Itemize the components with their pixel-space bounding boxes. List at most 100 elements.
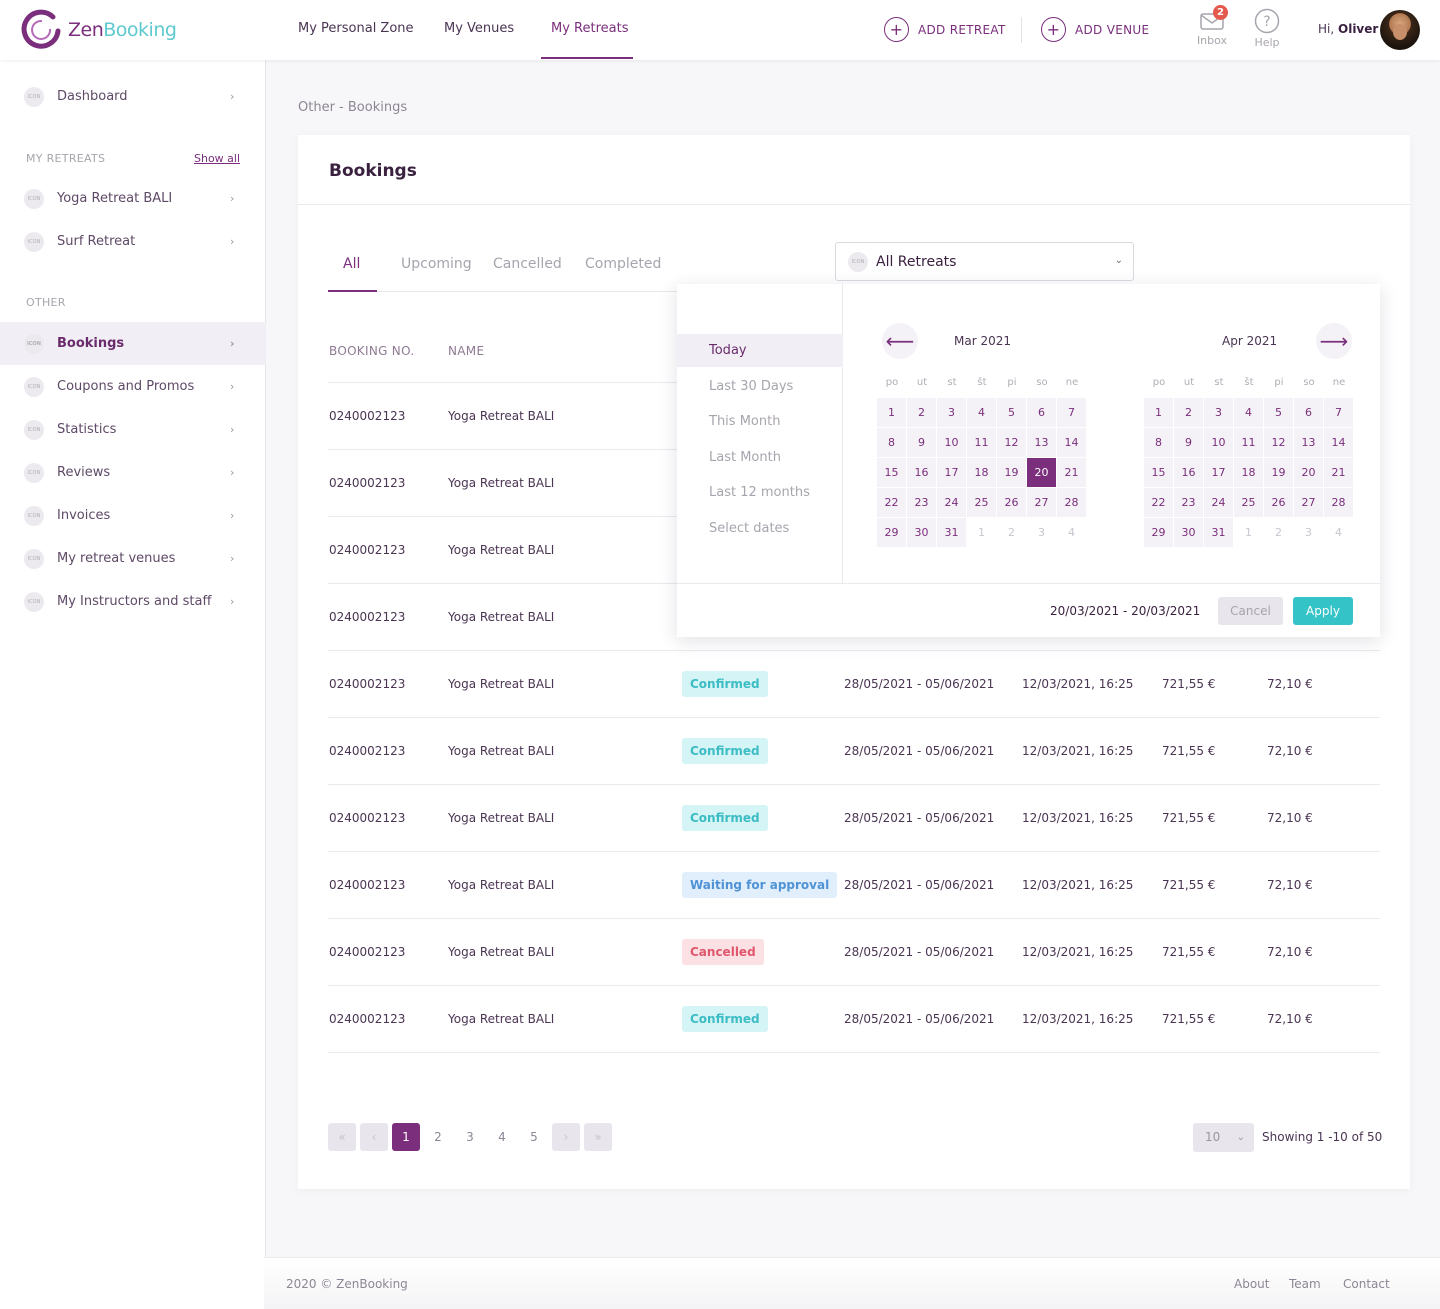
date-preset[interactable]: Last 30 Days	[709, 378, 794, 394]
calendar-day[interactable]: 19	[997, 458, 1026, 487]
calendar-day[interactable]: 2	[997, 518, 1026, 547]
calendar-day[interactable]: 7	[1057, 398, 1086, 427]
add-venue-button[interactable]: + ADD VENUE	[1041, 17, 1149, 42]
calendar-day[interactable]: 3	[937, 398, 966, 427]
sidebar-item-my-retreat-venues[interactable]: ICON My retreat venues ›	[0, 537, 266, 580]
sidebar-item-my-instructors-and-staff[interactable]: ICON My Instructors and staff ›	[0, 580, 266, 623]
calendar-day[interactable]: 22	[1144, 488, 1173, 517]
calendar-day[interactable]: 19	[1264, 458, 1293, 487]
date-preset[interactable]: Today	[677, 334, 843, 367]
page-button[interactable]: 4	[498, 1130, 506, 1144]
sidebar-item-invoices[interactable]: ICON Invoices ›	[0, 494, 266, 537]
date-preset[interactable]: Last 12 months	[709, 485, 810, 500]
calendar-day[interactable]: 5	[1264, 398, 1293, 427]
column-header-booking-no[interactable]: BOOKING NO.	[329, 344, 415, 358]
nav-my-retreats[interactable]: My Retreats	[551, 21, 629, 36]
calendar-day[interactable]: 15	[1144, 458, 1173, 487]
date-preset[interactable]: Select dates	[709, 520, 790, 536]
page-button[interactable]: 3	[466, 1130, 474, 1144]
calendar-day[interactable]: 12	[1264, 428, 1293, 457]
first-page-button[interactable]: «	[328, 1123, 356, 1151]
calendar-day[interactable]: 2	[1264, 518, 1293, 547]
calendar-day[interactable]: 27	[1294, 488, 1323, 517]
table-row[interactable]: 0240002123 Yoga Retreat BALI Confirmed 28/0…	[328, 651, 1380, 718]
table-row[interactable]: 0240002123 Yoga Retreat BALI Waiting for a…	[328, 852, 1380, 919]
nav-my-personal-zone[interactable]: My Personal Zone	[298, 21, 414, 36]
calendar-day[interactable]: 15	[877, 458, 906, 487]
calendar-day[interactable]: 2	[1174, 398, 1203, 427]
calendar-day[interactable]: 1	[1144, 398, 1173, 427]
calendar-day[interactable]: 10	[1204, 428, 1233, 457]
calendar-day[interactable]: 4	[1324, 518, 1353, 547]
calendar-day[interactable]: 8	[1144, 428, 1173, 457]
calendar-day[interactable]: 22	[877, 488, 906, 517]
sidebar-item-coupons-and-promos[interactable]: ICON Coupons and Promos ›	[0, 365, 266, 408]
calendar-day[interactable]: 25	[1234, 488, 1263, 517]
calendar-day[interactable]: 23	[1174, 488, 1203, 517]
avatar[interactable]	[1380, 10, 1420, 50]
calendar-day[interactable]: 3	[1204, 398, 1233, 427]
page-button[interactable]: 1	[392, 1123, 420, 1151]
calendar-day[interactable]: 26	[1264, 488, 1293, 517]
calendar-day[interactable]: 27	[1027, 488, 1056, 517]
calendar-day[interactable]: 4	[1057, 518, 1086, 547]
calendar-day[interactable]: 1	[967, 518, 996, 547]
calendar-day[interactable]: 30	[907, 518, 936, 547]
tab-upcoming[interactable]: Upcoming	[401, 256, 472, 272]
calendar-day[interactable]: 6	[1027, 398, 1056, 427]
help-button[interactable]: ? Help	[1253, 8, 1281, 49]
calendar-day[interactable]: 23	[907, 488, 936, 517]
calendar-day[interactable]: 29	[877, 518, 906, 547]
prev-month-button[interactable]: ⟵	[882, 323, 918, 359]
add-retreat-button[interactable]: + ADD RETREAT	[884, 17, 1006, 42]
calendar-day[interactable]: 31	[937, 518, 966, 547]
calendar-day[interactable]: 1	[1234, 518, 1263, 547]
tab-completed[interactable]: Completed	[585, 256, 662, 272]
user-greeting[interactable]: Hi, Oliver	[1318, 22, 1378, 36]
next-month-button[interactable]: ⟶	[1316, 323, 1352, 359]
apply-button[interactable]: Apply	[1293, 597, 1353, 625]
calendar-day[interactable]: 21	[1057, 458, 1086, 487]
calendar-day[interactable]: 21	[1324, 458, 1353, 487]
calendar-day[interactable]: 28	[1057, 488, 1086, 517]
page-button[interactable]: 2	[434, 1130, 442, 1144]
calendar-day[interactable]: 12	[997, 428, 1026, 457]
calendar-day[interactable]: 1	[877, 398, 906, 427]
calendar-day[interactable]: 4	[967, 398, 996, 427]
date-preset[interactable]: This Month	[709, 414, 781, 429]
calendar-day[interactable]: 20	[1294, 458, 1323, 487]
nav-my-venues[interactable]: My Venues	[444, 21, 515, 36]
logo[interactable]: ZenBooking	[20, 9, 177, 51]
calendar-day[interactable]: 16	[907, 458, 936, 487]
footer-link-contact[interactable]: Contact	[1343, 1277, 1390, 1291]
calendar-day[interactable]: 18	[967, 458, 996, 487]
calendar-day[interactable]: 9	[1174, 428, 1203, 457]
calendar-day[interactable]: 26	[997, 488, 1026, 517]
table-row[interactable]: 0240002123 Yoga Retreat BALI Confirmed 28/0…	[328, 986, 1380, 1053]
next-page-button[interactable]: ›	[552, 1123, 580, 1151]
calendar-day[interactable]: 11	[967, 428, 996, 457]
calendar-day[interactable]: 18	[1234, 458, 1263, 487]
calendar-day[interactable]: 17	[937, 458, 966, 487]
calendar-day[interactable]: 24	[1204, 488, 1233, 517]
cancel-button[interactable]: Cancel	[1218, 597, 1283, 625]
footer-link-team[interactable]: Team	[1289, 1277, 1321, 1291]
prev-page-button[interactable]: ‹	[360, 1123, 388, 1151]
footer-link-about[interactable]: About	[1234, 1277, 1270, 1291]
tab-cancelled[interactable]: Cancelled	[493, 256, 562, 272]
calendar-day[interactable]: 28	[1324, 488, 1353, 517]
calendar-day[interactable]: 29	[1144, 518, 1173, 547]
calendar-day[interactable]: 4	[1234, 398, 1263, 427]
calendar-day[interactable]: 13	[1027, 428, 1056, 457]
table-row[interactable]: 0240002123 Yoga Retreat BALI Cancelled 28/0…	[328, 919, 1380, 986]
calendar-day[interactable]: 16	[1174, 458, 1203, 487]
date-preset[interactable]: Last Month	[709, 449, 781, 465]
inbox-button[interactable]: 2 Inbox	[1196, 5, 1228, 47]
calendar-day[interactable]: 8	[877, 428, 906, 457]
calendar-day[interactable]: 14	[1324, 428, 1353, 457]
calendar-day[interactable]: 3	[1027, 518, 1056, 547]
calendar-day[interactable]: 14	[1057, 428, 1086, 457]
sidebar-item-surf-retreat[interactable]: ICON Surf Retreat ›	[0, 220, 266, 263]
table-row[interactable]: 0240002123 Yoga Retreat BALI Confirmed 28/0…	[328, 718, 1380, 785]
sidebar-item-yoga-retreat-bali[interactable]: ICON Yoga Retreat BALI ›	[0, 177, 266, 220]
